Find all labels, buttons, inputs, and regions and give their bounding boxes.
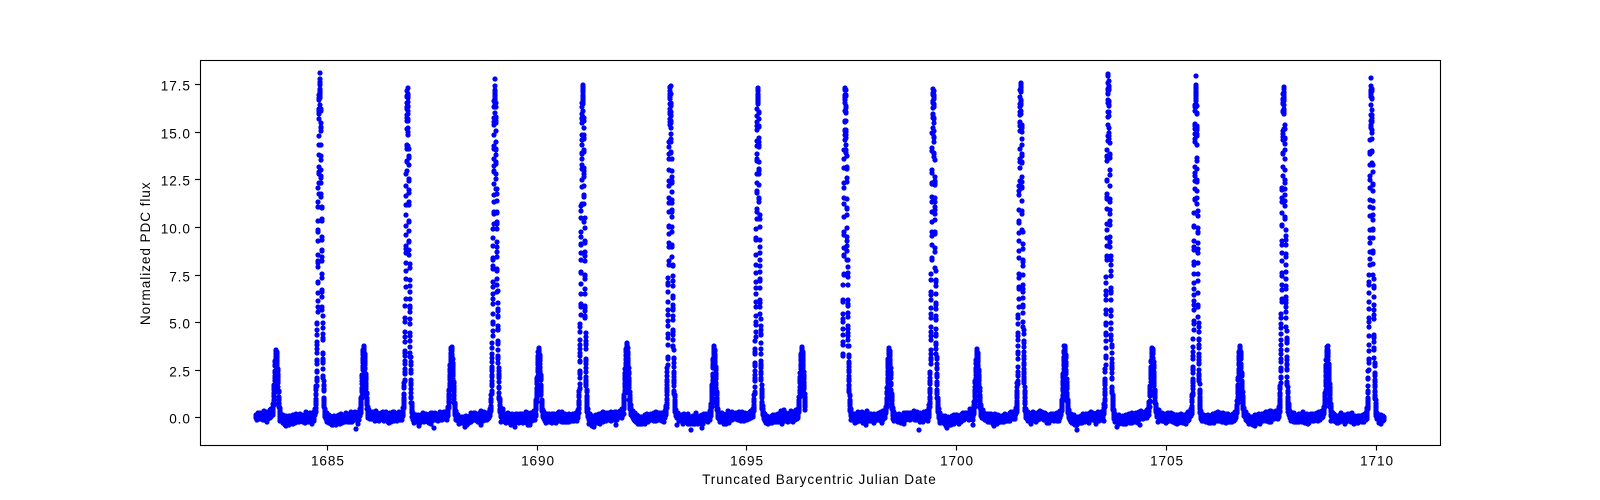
svg-text:1710: 1710	[1360, 454, 1394, 469]
svg-text:12.5: 12.5	[161, 173, 191, 188]
svg-text:Normalized PDC flux: Normalized PDC flux	[138, 181, 153, 325]
svg-text:Truncated Barycentric Julian D: Truncated Barycentric Julian Date	[702, 472, 937, 487]
svg-text:17.5: 17.5	[161, 78, 191, 93]
svg-text:1695: 1695	[730, 454, 764, 469]
svg-text:1685: 1685	[311, 454, 345, 469]
svg-text:0.0: 0.0	[169, 411, 191, 426]
svg-text:7.5: 7.5	[169, 269, 191, 284]
svg-text:1700: 1700	[940, 454, 974, 469]
svg-text:1690: 1690	[521, 454, 555, 469]
svg-text:10.0: 10.0	[161, 221, 191, 236]
svg-text:5.0: 5.0	[169, 316, 191, 331]
svg-text:1705: 1705	[1150, 454, 1184, 469]
svg-text:15.0: 15.0	[161, 126, 191, 141]
svg-text:2.5: 2.5	[169, 364, 191, 379]
